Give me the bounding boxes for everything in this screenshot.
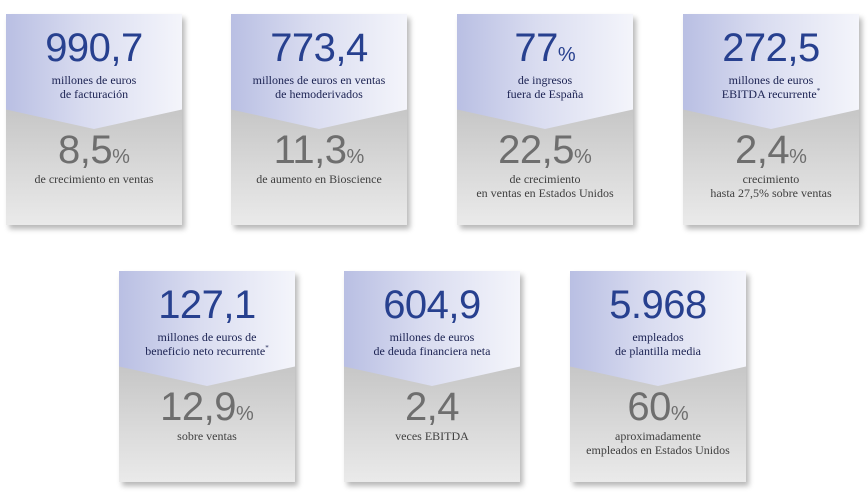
kpi-main-value: 773,4 bbox=[270, 26, 368, 70]
kpi-secondary-label: crecimiento hasta 27,5% sobre ventas bbox=[710, 172, 832, 200]
kpi-card-top: 604,9 millones de euros de deuda financi… bbox=[344, 271, 520, 386]
kpi-main-value: 272,5 bbox=[722, 26, 820, 70]
kpi-main-label: empleados de plantilla media bbox=[615, 330, 701, 358]
kpi-secondary-value: 11,3% bbox=[273, 128, 365, 172]
kpi-main-value: 127,1 bbox=[158, 283, 256, 327]
kpi-card-employees: 5.968 empleados de plantilla media 60% a… bbox=[570, 271, 746, 482]
kpi-secondary-value: 2,4% bbox=[735, 128, 807, 172]
kpi-main-label: de ingresos fuera de España bbox=[506, 73, 584, 101]
kpi-secondary-label: de crecimiento en ventas en Estados Unid… bbox=[476, 172, 614, 200]
kpi-secondary-label: veces EBITDA bbox=[395, 429, 469, 443]
kpi-secondary-label: de crecimiento en ventas bbox=[34, 172, 154, 186]
kpi-main-label: millones de euros EBITDA recurrente* bbox=[721, 73, 821, 101]
kpi-main-value: 604,9 bbox=[383, 283, 481, 327]
kpi-secondary-label: aproximadamente empleados en Estados Uni… bbox=[586, 429, 730, 457]
kpi-card-top: 5.968 empleados de plantilla media bbox=[570, 271, 746, 386]
kpi-card-top: 990,7 millones de euros de facturación bbox=[6, 14, 182, 129]
kpi-card-revenue: 990,7 millones de euros de facturación 8… bbox=[6, 14, 182, 225]
kpi-card-top: 272,5 millones de euros EBITDA recurrent… bbox=[683, 14, 859, 129]
kpi-secondary-value: 2,4 bbox=[404, 385, 460, 429]
kpi-card-hemoderivatives: 773,4 millones de euros en ventas de hem… bbox=[231, 14, 407, 225]
kpi-card-net-profit: 127,1 millones de euros de beneficio net… bbox=[119, 271, 295, 482]
kpi-main-value: 5.968 bbox=[609, 283, 707, 327]
kpi-card-top: 77% de ingresos fuera de España bbox=[457, 14, 633, 129]
kpi-secondary-value: 12,9% bbox=[160, 385, 254, 429]
kpi-main-label: millones de euros de facturación bbox=[51, 73, 137, 101]
kpi-main-label: millones de euros de beneficio neto recu… bbox=[145, 330, 269, 358]
kpi-card-net-debt: 604,9 millones de euros de deuda financi… bbox=[344, 271, 520, 482]
kpi-secondary-value: 60% bbox=[627, 385, 689, 429]
kpi-secondary-value: 8,5% bbox=[58, 128, 130, 172]
kpi-secondary-label: sobre ventas bbox=[177, 429, 237, 443]
kpi-main-value: 990,7 bbox=[45, 26, 143, 70]
kpi-card-top: 127,1 millones de euros de beneficio net… bbox=[119, 271, 295, 386]
kpi-card-bottom: 12,9% sobre ventas bbox=[119, 365, 295, 482]
kpi-main-value: 77% bbox=[514, 26, 576, 70]
kpi-main-label: millones de euros de deuda financiera ne… bbox=[373, 330, 491, 358]
kpi-main-label: millones de euros en ventas de hemoderiv… bbox=[252, 73, 386, 101]
kpi-card-ebitda: 272,5 millones de euros EBITDA recurrent… bbox=[683, 14, 859, 225]
kpi-secondary-label: de aumento en Bioscience bbox=[256, 172, 382, 186]
kpi-card-top: 773,4 millones de euros en ventas de hem… bbox=[231, 14, 407, 129]
kpi-secondary-value: 22,5% bbox=[498, 128, 592, 172]
kpi-card-bottom: 60% aproximadamente empleados en Estados… bbox=[570, 365, 746, 482]
kpi-card-international-revenue: 77% de ingresos fuera de España 22,5% de… bbox=[457, 14, 633, 225]
